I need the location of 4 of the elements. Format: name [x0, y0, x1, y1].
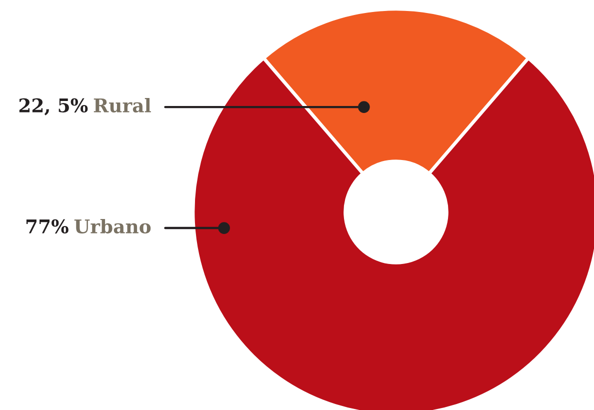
data-label: 77%: [26, 219, 68, 234]
slice-label: Rural: [94, 98, 151, 112]
data-label: 22, 5%: [19, 98, 88, 116]
slice-label: Urbano: [74, 218, 151, 234]
